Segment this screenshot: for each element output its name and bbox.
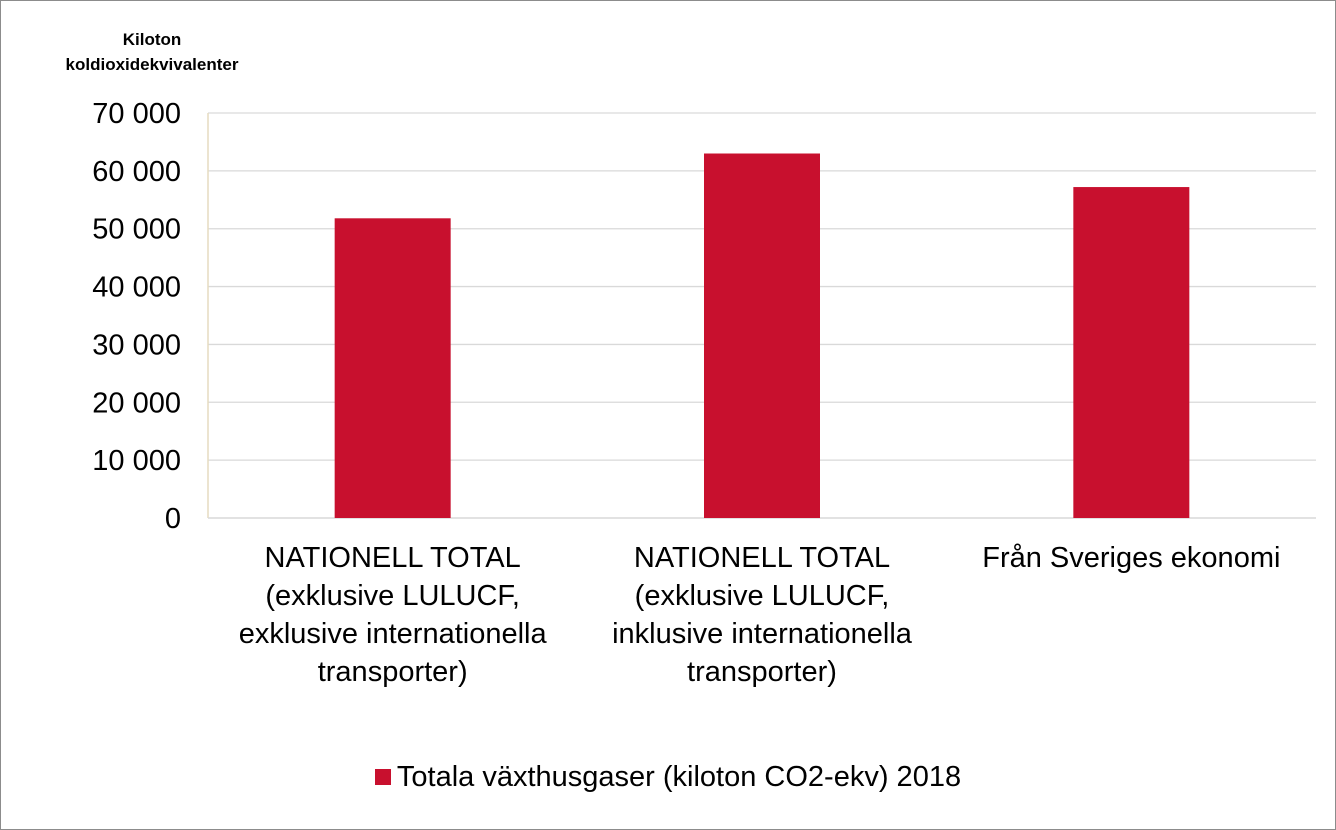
legend: Totala växthusgaser (kiloton CO2-ekv) 20… [0, 757, 1336, 797]
bar [1073, 187, 1190, 519]
y-tick-label: 0 [165, 503, 181, 535]
y-tick-label: 10 000 [92, 445, 181, 477]
x-category-label: NATIONELL TOTAL (exklusive LULUCF, exklusi… [239, 542, 548, 688]
bar [704, 153, 820, 518]
bar [334, 218, 451, 519]
x-category-label: NATIONELL TOTAL (exklusive LULUCF, inklusi… [612, 542, 913, 688]
y-tick-label: 60 000 [92, 156, 181, 188]
y-tick-label: 50 000 [92, 214, 181, 246]
y-axis-unit-line-1: Kiloton [122, 30, 182, 49]
y-tick-label: 30 000 [92, 329, 181, 361]
legend-swatch [374, 769, 391, 785]
legend-label: Totala växthusgaser (kiloton CO2-ekv) 20… [396, 760, 962, 793]
y-tick-label: 40 000 [92, 272, 181, 304]
y-axis-unit-label: Kiloton koldioxidekvivalenter [32, 27, 272, 77]
y-tick-label: 20 000 [92, 387, 181, 419]
y-tick-label: 70 000 [92, 98, 181, 130]
x-category-label: Från Sveriges ekonomi [982, 542, 1280, 574]
y-axis-unit-line-2: koldioxidekvivalenter [65, 55, 239, 74]
